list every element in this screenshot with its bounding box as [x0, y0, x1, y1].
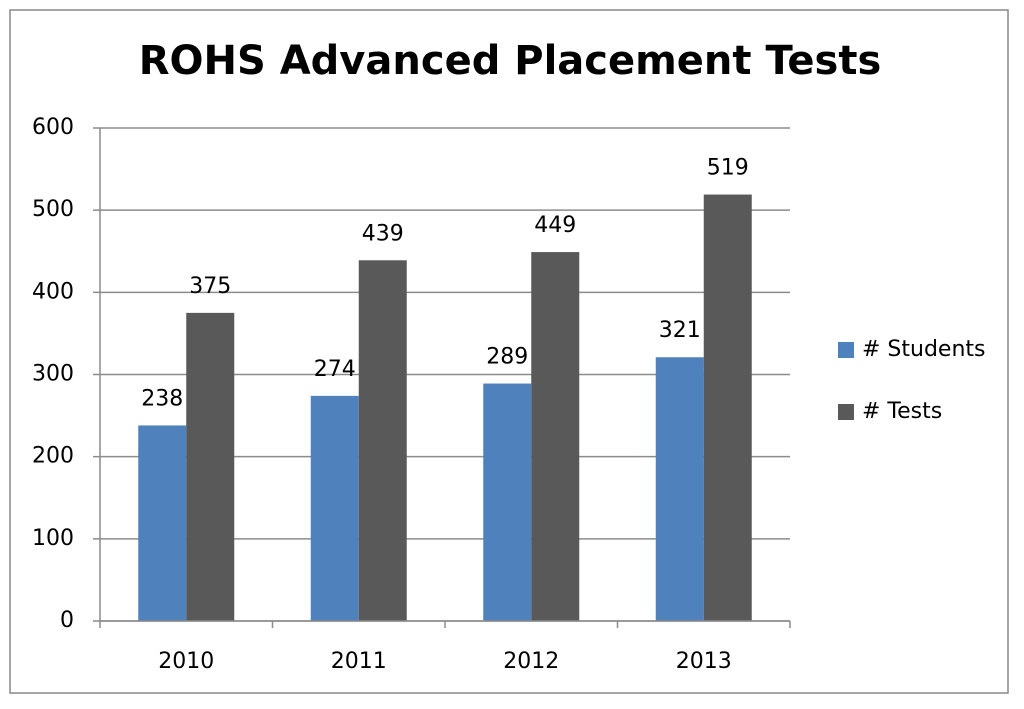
x-tick-label: 2010 [158, 649, 214, 674]
bar [483, 383, 532, 621]
y-tick-label: 0 [60, 608, 74, 633]
bar [310, 395, 359, 621]
data-label: 439 [362, 221, 404, 246]
bar [703, 194, 752, 621]
chart-title: ROHS Advanced Placement Tests [139, 38, 882, 84]
bar [186, 312, 235, 621]
x-tick-label: 2013 [676, 649, 732, 674]
legend-label: # Students [862, 337, 986, 362]
data-label: 289 [486, 345, 528, 370]
y-tick-label: 300 [32, 362, 74, 387]
legend-label: # Tests [862, 399, 942, 424]
data-label: 519 [707, 156, 749, 181]
x-tick-label: 2012 [503, 649, 559, 674]
bar [358, 260, 407, 621]
legend-swatch [838, 404, 854, 420]
y-tick-label: 600 [32, 115, 74, 140]
bar [531, 252, 580, 622]
data-label: 449 [534, 213, 576, 238]
data-label: 238 [141, 386, 183, 411]
y-tick-label: 100 [32, 526, 74, 551]
data-label: 321 [659, 318, 701, 343]
y-tick-label: 500 [32, 197, 74, 222]
x-tick-label: 2011 [331, 649, 387, 674]
y-tick-label: 200 [32, 444, 74, 469]
data-label: 274 [314, 357, 356, 382]
data-label: 375 [189, 274, 231, 299]
bar [655, 357, 704, 621]
y-tick-label: 400 [32, 279, 74, 304]
bar [138, 425, 187, 621]
legend-swatch [838, 342, 854, 358]
